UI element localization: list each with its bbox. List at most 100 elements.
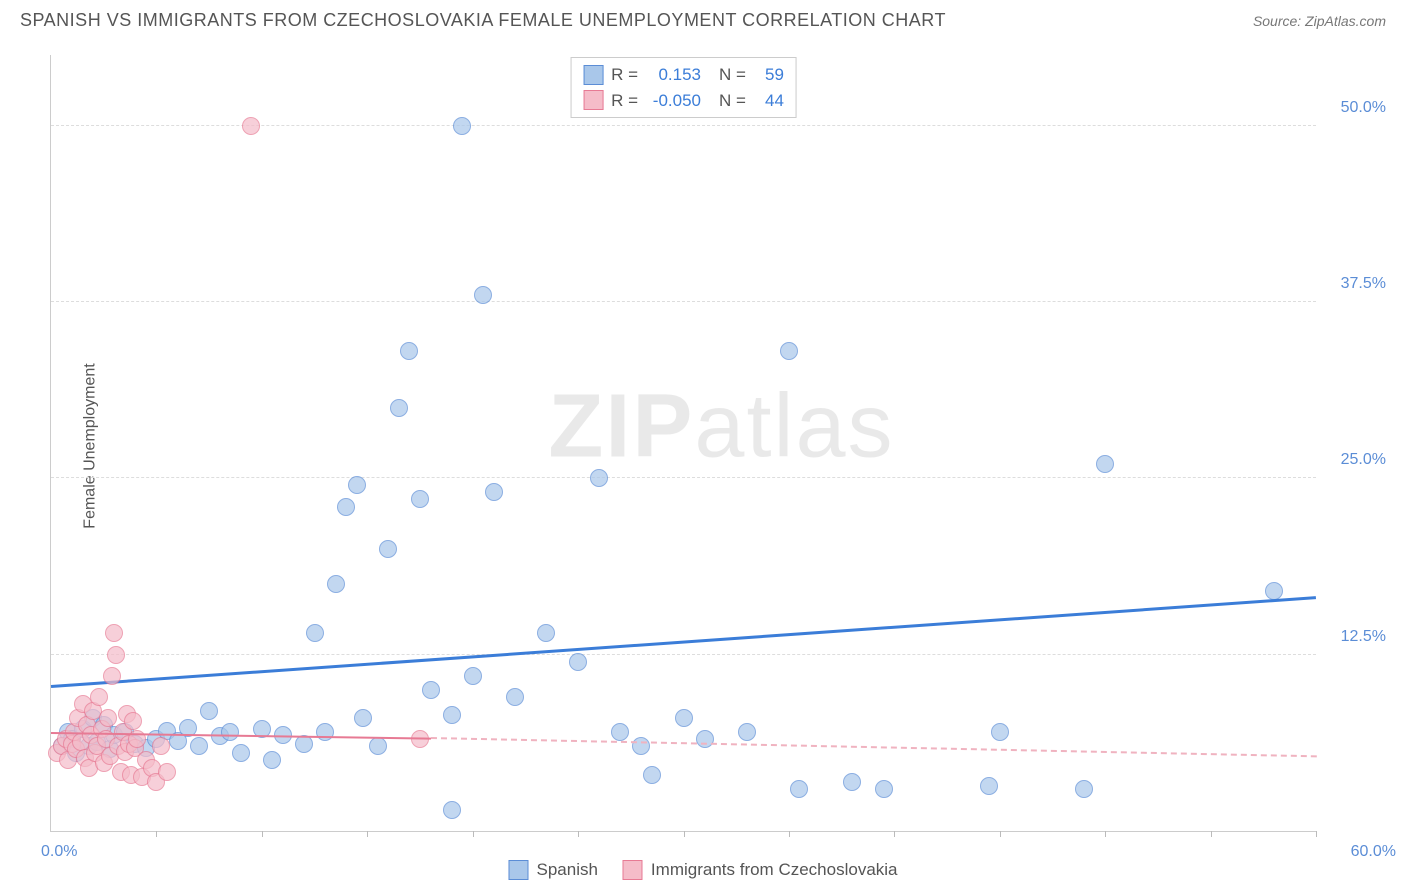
r-label: R =: [611, 88, 638, 114]
x-tick: [262, 831, 263, 837]
x-tick: [1316, 831, 1317, 837]
x-tick: [578, 831, 579, 837]
legend-swatch: [623, 860, 643, 880]
data-point: [152, 737, 170, 755]
data-point: [190, 737, 208, 755]
watermark: ZIPatlas: [548, 376, 894, 479]
data-point: [422, 681, 440, 699]
r-label: R =: [611, 62, 638, 88]
data-point: [875, 780, 893, 798]
data-point: [348, 476, 366, 494]
trend-line: [51, 596, 1316, 687]
data-point: [474, 286, 492, 304]
data-point: [632, 737, 650, 755]
data-point: [485, 483, 503, 501]
x-axis-min: 0.0%: [41, 843, 77, 861]
data-point: [390, 399, 408, 417]
gridline: [51, 301, 1316, 302]
x-tick: [156, 831, 157, 837]
data-point: [980, 777, 998, 795]
data-point: [221, 723, 239, 741]
data-point: [590, 469, 608, 487]
data-point: [738, 723, 756, 741]
data-point: [369, 737, 387, 755]
data-point: [411, 490, 429, 508]
data-point: [780, 342, 798, 360]
data-point: [379, 540, 397, 558]
data-point: [537, 624, 555, 642]
data-point: [991, 723, 1009, 741]
data-point: [263, 751, 281, 769]
n-label: N =: [719, 62, 746, 88]
x-axis-max: 60.0%: [1351, 843, 1396, 861]
data-point: [643, 766, 661, 784]
data-point: [843, 773, 861, 791]
x-tick: [1105, 831, 1106, 837]
data-point: [443, 706, 461, 724]
chart-title: SPANISH VS IMMIGRANTS FROM CZECHOSLOVAKI…: [20, 10, 946, 31]
data-point: [443, 801, 461, 819]
data-point: [316, 723, 334, 741]
legend-label: Immigrants from Czechoslovakia: [651, 860, 898, 880]
y-tick-label: 50.0%: [1341, 99, 1386, 117]
stats-row: R = -0.050 N = 44: [583, 88, 784, 114]
data-point: [337, 498, 355, 516]
data-point: [400, 342, 418, 360]
data-point: [1096, 455, 1114, 473]
data-point: [1265, 582, 1283, 600]
data-point: [675, 709, 693, 727]
legend-item: Spanish: [508, 860, 597, 880]
stats-row: R = 0.153 N = 59: [583, 62, 784, 88]
data-point: [306, 624, 324, 642]
gridline: [51, 477, 1316, 478]
data-point: [569, 653, 587, 671]
legend-label: Spanish: [536, 860, 597, 880]
data-point: [1075, 780, 1093, 798]
source-attribution: Source: ZipAtlas.com: [1253, 13, 1386, 29]
y-tick-label: 25.0%: [1341, 451, 1386, 469]
x-tick: [684, 831, 685, 837]
trend-line: [430, 737, 1316, 757]
n-label: N =: [719, 88, 746, 114]
data-point: [696, 730, 714, 748]
r-value: -0.050: [646, 88, 701, 114]
data-point: [90, 688, 108, 706]
data-point: [107, 646, 125, 664]
y-tick-label: 12.5%: [1341, 628, 1386, 646]
legend-swatch: [508, 860, 528, 880]
data-point: [105, 624, 123, 642]
data-point: [790, 780, 808, 798]
data-point: [232, 744, 250, 762]
n-value: 59: [754, 62, 784, 88]
x-tick: [367, 831, 368, 837]
y-tick-label: 37.5%: [1341, 275, 1386, 293]
gridline: [51, 125, 1316, 126]
r-value: 0.153: [646, 62, 701, 88]
data-point: [158, 763, 176, 781]
legend-swatch: [583, 90, 603, 110]
data-point: [506, 688, 524, 706]
data-point: [103, 667, 121, 685]
data-point: [99, 709, 117, 727]
data-point: [242, 117, 260, 135]
legend-swatch: [583, 65, 603, 85]
gridline: [51, 654, 1316, 655]
x-tick: [473, 831, 474, 837]
data-point: [464, 667, 482, 685]
correlation-stats-box: R = 0.153 N = 59 R = -0.050 N = 44: [570, 57, 797, 118]
x-tick: [894, 831, 895, 837]
n-value: 44: [754, 88, 784, 114]
chart-header: SPANISH VS IMMIGRANTS FROM CZECHOSLOVAKI…: [0, 0, 1406, 36]
data-point: [453, 117, 471, 135]
data-point: [354, 709, 372, 727]
data-point: [327, 575, 345, 593]
data-point: [611, 723, 629, 741]
x-tick: [789, 831, 790, 837]
scatter-chart: ZIPatlas R =0.153N =59R =-0.050N =44 0.0…: [50, 55, 1316, 832]
chart-legend: Spanish Immigrants from Czechoslovakia: [508, 860, 897, 880]
x-tick: [1211, 831, 1212, 837]
x-tick: [1000, 831, 1001, 837]
legend-item: Immigrants from Czechoslovakia: [623, 860, 898, 880]
data-point: [200, 702, 218, 720]
data-point: [124, 712, 142, 730]
